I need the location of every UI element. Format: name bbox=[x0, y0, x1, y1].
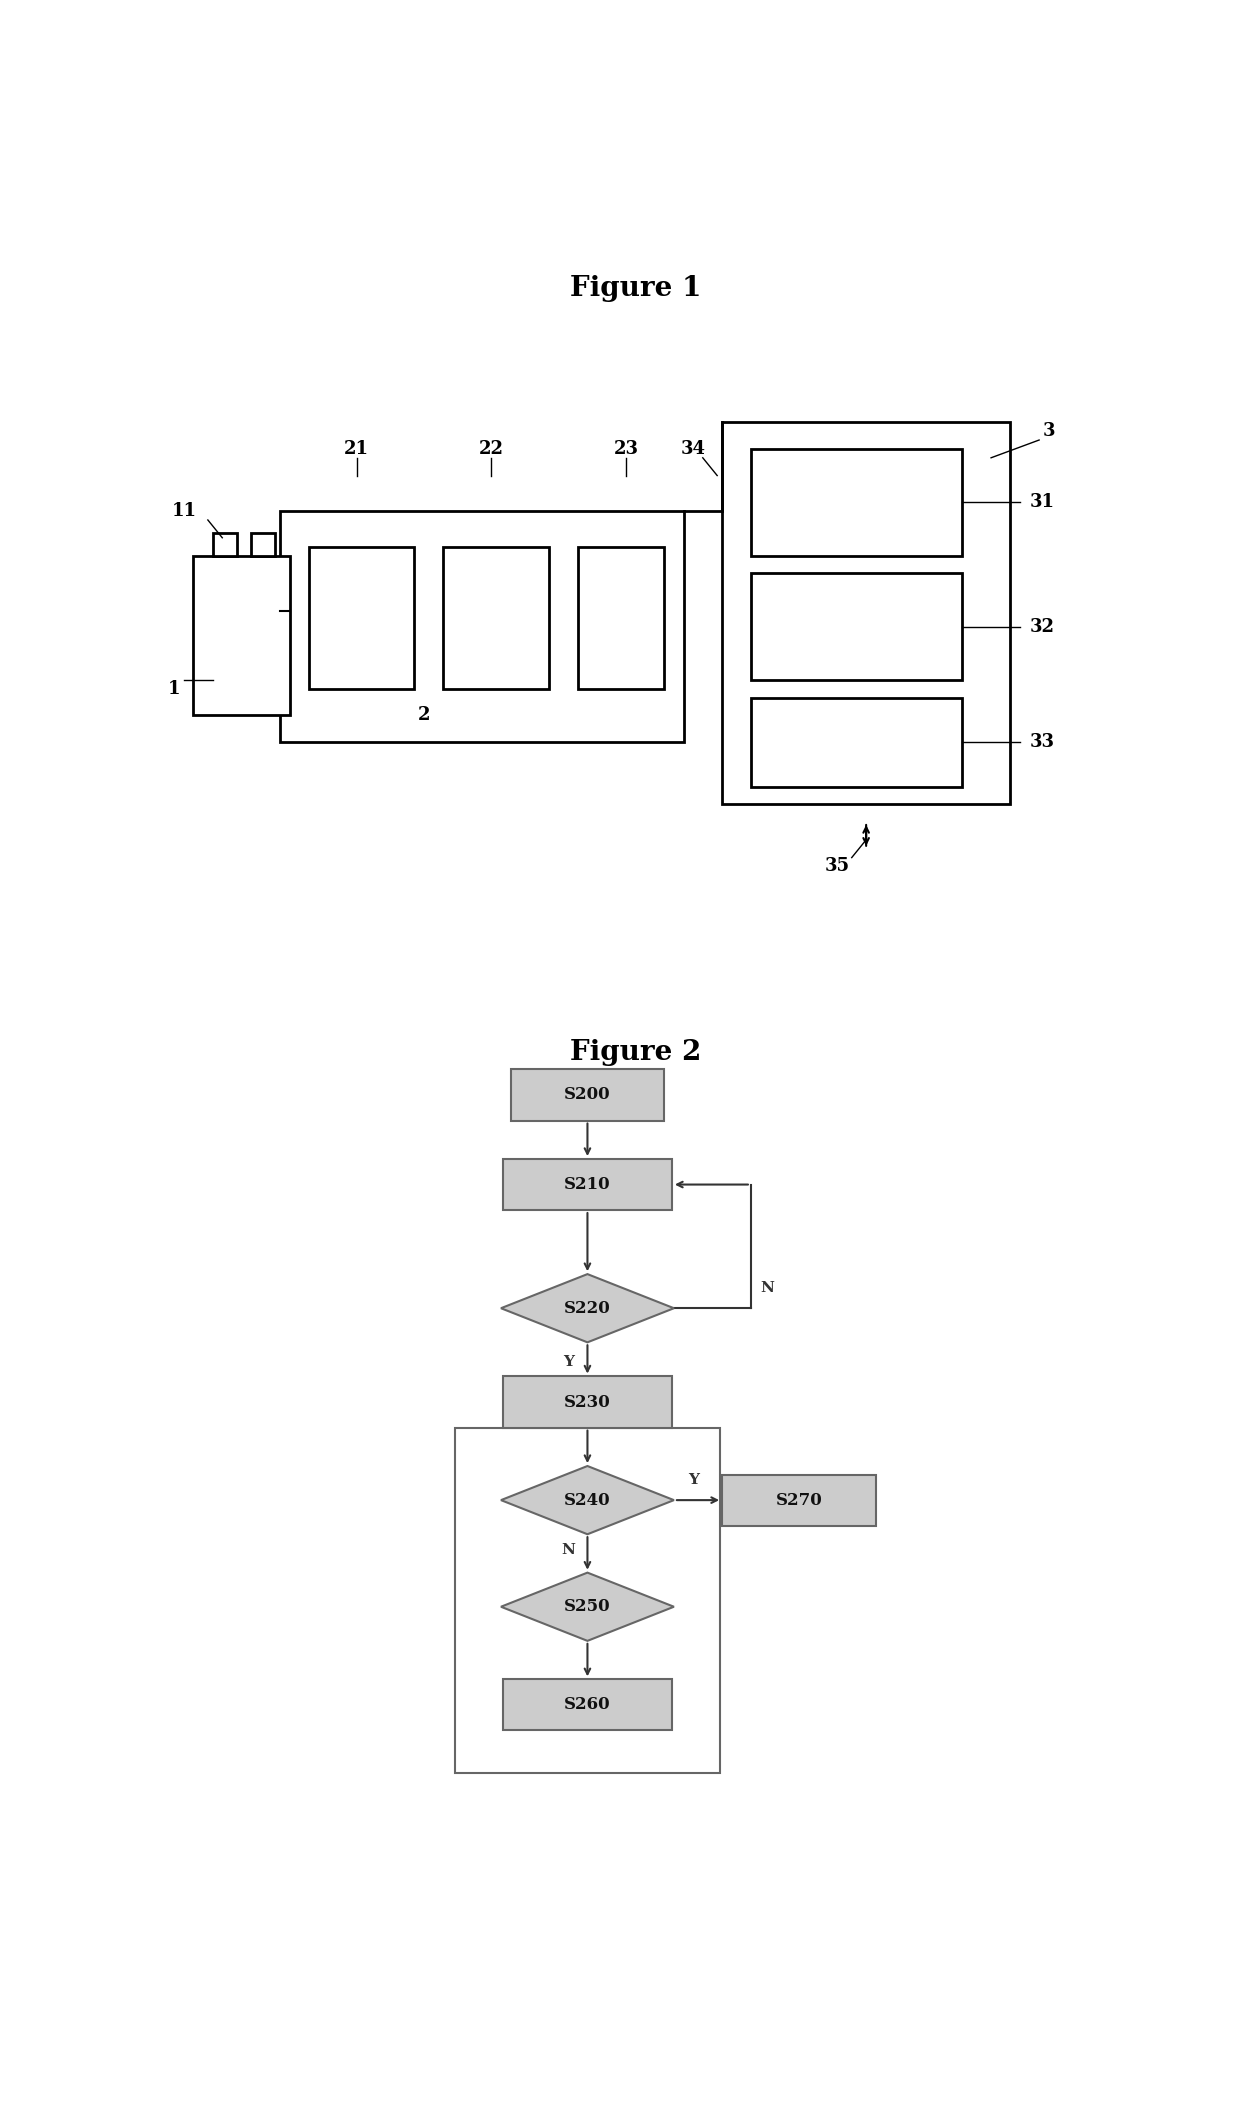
Text: 31: 31 bbox=[1029, 494, 1054, 511]
Polygon shape bbox=[501, 1466, 675, 1533]
Bar bbox=[722, 422, 1011, 805]
Polygon shape bbox=[501, 1573, 675, 1641]
Text: N: N bbox=[562, 1542, 575, 1557]
Text: S230: S230 bbox=[564, 1394, 611, 1411]
Text: S250: S250 bbox=[564, 1599, 611, 1616]
Text: 32: 32 bbox=[1029, 617, 1054, 636]
Text: S200: S200 bbox=[564, 1086, 611, 1102]
Text: 1: 1 bbox=[167, 680, 181, 697]
Text: Y: Y bbox=[688, 1474, 699, 1487]
Text: S260: S260 bbox=[564, 1696, 611, 1713]
Text: 11: 11 bbox=[171, 503, 196, 520]
Bar bbox=[503, 1679, 672, 1730]
Bar bbox=[213, 534, 237, 555]
Text: 3: 3 bbox=[1043, 422, 1055, 439]
Bar bbox=[750, 450, 962, 555]
Text: 34: 34 bbox=[681, 439, 706, 458]
Bar bbox=[444, 547, 549, 689]
Bar bbox=[280, 511, 683, 741]
Text: S240: S240 bbox=[564, 1491, 611, 1508]
Bar bbox=[455, 1428, 720, 1774]
Text: Y: Y bbox=[563, 1356, 574, 1369]
Bar bbox=[511, 1069, 665, 1121]
Bar bbox=[193, 555, 289, 716]
Text: 22: 22 bbox=[479, 439, 503, 458]
Polygon shape bbox=[501, 1274, 675, 1343]
Text: N: N bbox=[760, 1282, 774, 1295]
Text: 2: 2 bbox=[418, 705, 430, 724]
Text: 23: 23 bbox=[614, 439, 639, 458]
Text: 33: 33 bbox=[1029, 733, 1054, 752]
Text: Figure 2: Figure 2 bbox=[570, 1039, 701, 1067]
Text: S210: S210 bbox=[564, 1176, 611, 1193]
Bar bbox=[309, 547, 414, 689]
Text: 21: 21 bbox=[345, 439, 370, 458]
Bar bbox=[722, 1474, 875, 1525]
Text: S220: S220 bbox=[564, 1299, 611, 1316]
Bar bbox=[750, 697, 962, 786]
Bar bbox=[503, 1377, 672, 1428]
Bar bbox=[750, 572, 962, 680]
Bar bbox=[250, 534, 275, 555]
Text: S270: S270 bbox=[775, 1491, 822, 1508]
Text: 35: 35 bbox=[825, 857, 849, 876]
Bar bbox=[578, 547, 665, 689]
Bar bbox=[503, 1159, 672, 1210]
Text: Figure 1: Figure 1 bbox=[570, 275, 701, 302]
